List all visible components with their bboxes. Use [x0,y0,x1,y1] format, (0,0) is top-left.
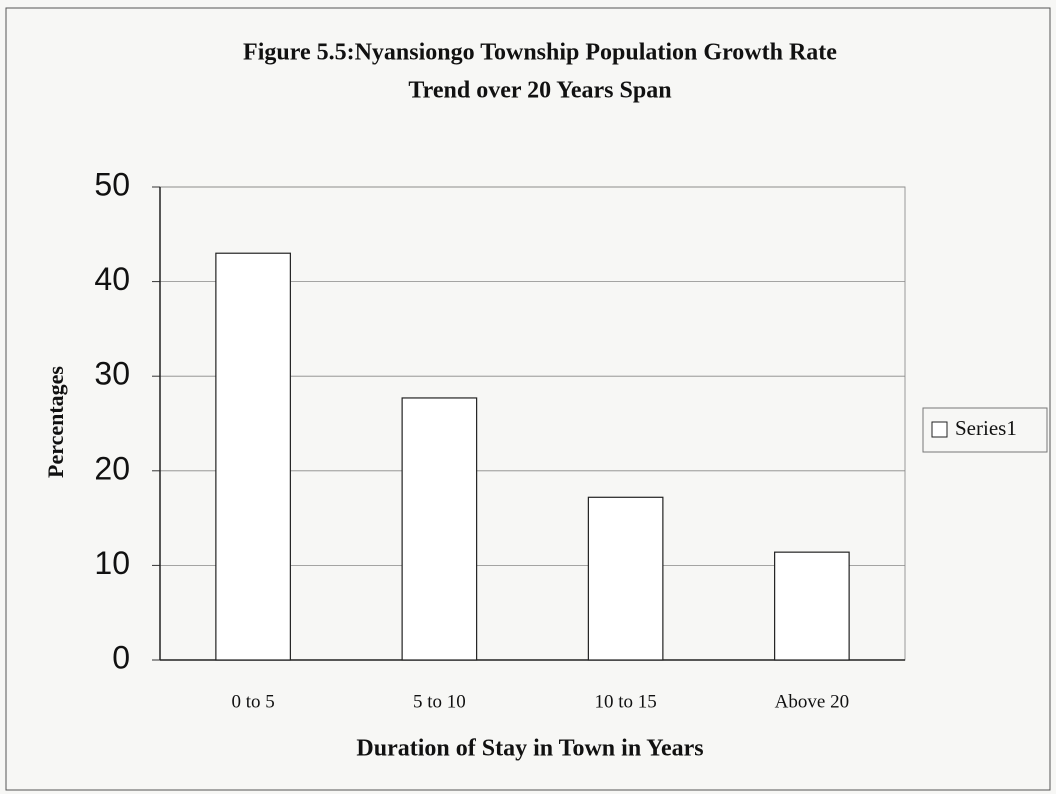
x-tick-label: Above 20 [775,691,849,712]
y-tick-label: 10 [94,545,130,581]
x-tick-label: 10 to 15 [594,691,656,712]
bar [401,397,478,661]
legend-swatch [931,421,948,438]
y-tick-label: 0 [112,639,130,675]
legend-label: Series1 [955,416,1017,440]
bar [215,252,291,661]
y-tick-label: 20 [94,450,130,486]
bar [587,496,664,661]
chart-title: Figure 5.5:Nyansiongo Township Populatio… [243,40,837,66]
chart-frame [5,7,1051,791]
x-tick-label: 0 to 5 [231,691,274,712]
legend-box [922,407,1048,453]
x-axis-label: Duration of Stay in Town in Years [356,736,703,762]
y-tick-label: 30 [94,356,130,392]
bar [774,551,850,661]
y-tick-label: 50 [94,166,130,202]
x-tick-label: 5 to 10 [413,691,466,712]
chart-title: Trend over 20 Years Span [408,78,671,104]
y-tick-label: 40 [94,261,130,297]
y-axis-label: Percentages [43,366,68,478]
